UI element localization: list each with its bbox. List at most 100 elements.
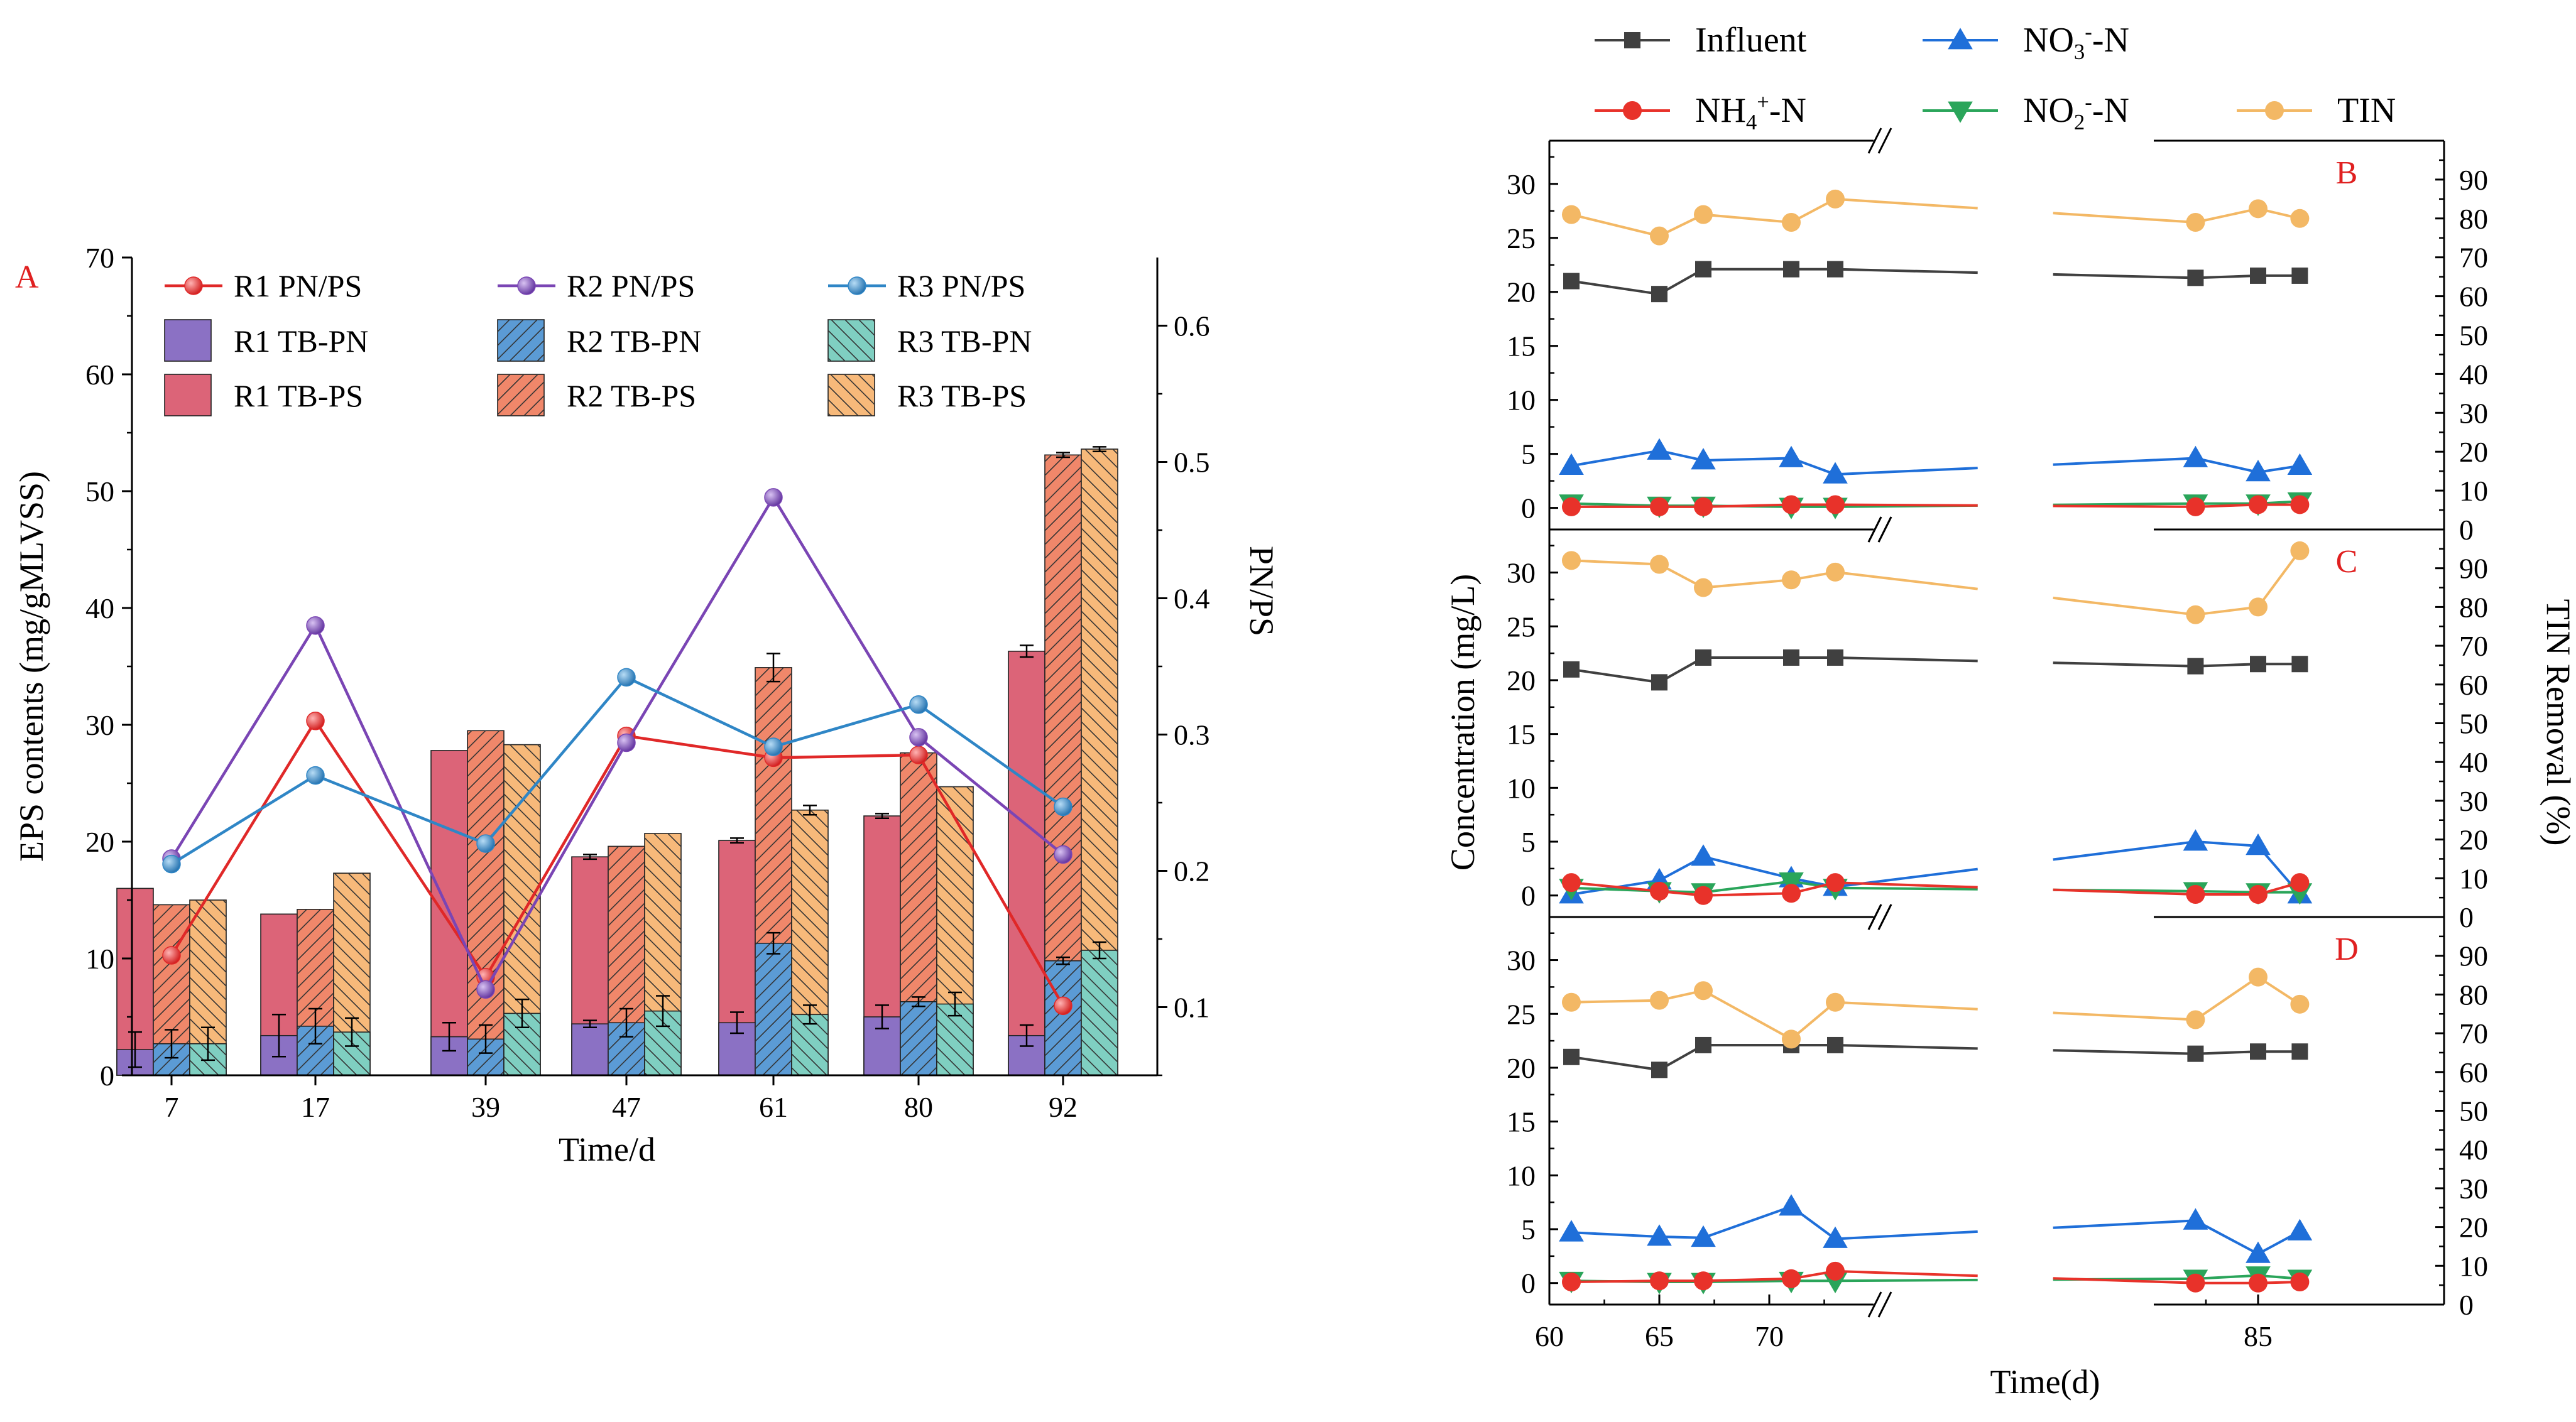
a-legend-hatch: [498, 374, 544, 416]
point-tin: [2186, 212, 2205, 232]
point-r3-pn-ps: [764, 737, 783, 756]
a-axes: 0 10 20 30 40 50 60 70 0.1 0.2 0.3 0.4 0.5 0.6 7 17 39 47…: [13, 242, 1280, 1168]
r-y2-tick-label: 90: [2459, 553, 2488, 585]
point-influent: [1651, 1061, 1667, 1078]
panel-c: 0 5 10 15 20 25 30 0 10 20 30 40 50 60 70 80 90 C: [1507, 516, 2488, 933]
a-y2-tick-label: 0.1: [1174, 992, 1210, 1024]
point-tin: [1694, 981, 1713, 1001]
a-legend-label: R3 TB-PN: [897, 323, 1032, 359]
line-influent-bridge: [1835, 268, 1978, 274]
line-tin-bridge: [2053, 212, 2196, 224]
r-y2-tick-label: 90: [2459, 164, 2488, 196]
point-r3-pn-ps: [476, 834, 495, 853]
point-r1-pn-ps: [306, 712, 325, 730]
point-nh4: [2186, 1273, 2205, 1293]
r-plots: 0510152025300102030405060708090B05101520…: [1444, 128, 2576, 1401]
point-tin: [1650, 991, 1669, 1010]
a-legend-label: R2 PN/PS: [567, 268, 695, 303]
r-legend-marker: [2265, 101, 2284, 120]
r-y2-tick-label: 50: [2459, 708, 2488, 740]
r-y-tick-label: 10: [1507, 772, 1536, 804]
point-nh4: [1562, 497, 1581, 516]
bar-hatch-r2-tb-pn: [755, 943, 792, 1075]
r-y2-tick-label: 30: [2459, 1173, 2488, 1205]
r-legend-label: NO3--N: [2023, 19, 2129, 64]
r-y-tick-label: 5: [1521, 826, 1536, 858]
line-no3-bridge: [1835, 1230, 1978, 1240]
r-y-tick-label: 25: [1507, 222, 1536, 254]
a-y2-tick-label: 0.6: [1174, 310, 1210, 342]
line-tin-bridge: [2053, 596, 2196, 616]
a-legend-hatch: [498, 320, 544, 361]
a-y-tick-label: 60: [85, 359, 114, 391]
r-y2-tick-label: 10: [2459, 475, 2488, 507]
point-influent: [2291, 267, 2308, 284]
line-no2-bridge: [1835, 1278, 1978, 1283]
point-no3: [1691, 844, 1716, 866]
line-influent-bridge: [1835, 1044, 1978, 1050]
point-influent: [1651, 674, 1667, 691]
r-y2-tick-label: 20: [2459, 824, 2488, 856]
r-y-tick-label: 5: [1521, 1213, 1536, 1246]
axis-break-mark: [1867, 904, 1882, 930]
point-influent: [2250, 1043, 2266, 1060]
point-tin: [2290, 541, 2310, 560]
line-no3: [2195, 457, 2300, 474]
r-legend-label: Influent: [1695, 21, 1807, 60]
r-y-tick-label: 15: [1507, 330, 1536, 362]
a-legend-hatch: [828, 374, 875, 416]
axis-break-mark: [1877, 904, 1892, 930]
point-no3: [2287, 453, 2313, 475]
point-tin: [1826, 992, 1845, 1012]
r-x-axis-title: Time(d): [1990, 1363, 2100, 1401]
r-y-tick-label: 5: [1521, 438, 1536, 470]
point-influent: [1695, 261, 1711, 278]
bar-r1-tb-ps: [1008, 651, 1045, 1076]
r-y2-tick-label: 30: [2459, 397, 2488, 429]
line-tin-bridge: [2053, 1011, 2196, 1021]
point-nh4: [1826, 495, 1845, 514]
panel-b: 0 5 10 15 20 25 30 0 10 20 30 40 50 60 70 80 90 B: [1507, 128, 2488, 546]
point-nh4: [1562, 873, 1581, 893]
point-tin: [2186, 605, 2205, 624]
point-r3-pn-ps: [162, 854, 181, 874]
line-tin: [2195, 975, 2301, 1021]
r-y2-tick-label: 60: [2459, 1056, 2488, 1088]
point-influent: [1563, 273, 1580, 290]
line-nh4-bridge: [2053, 888, 2196, 896]
point-no3: [1779, 1194, 1804, 1216]
line-nh4: [2195, 1281, 2300, 1284]
point-tin: [1694, 578, 1713, 597]
line-no2: [2195, 500, 2300, 505]
a-y-tick-label: 70: [85, 242, 114, 274]
r-y2-tick-label: 0: [2459, 901, 2474, 933]
point-tin: [1562, 205, 1581, 224]
r-y2-axis-title: TIN Removal (%): [2540, 599, 2576, 846]
r-y-tick-label: 15: [1507, 1106, 1536, 1138]
a-legend-marker: [184, 276, 203, 295]
line-nh4-bridge: [2053, 1277, 2196, 1284]
point-nh4: [1782, 1269, 1801, 1288]
point-nh4: [2249, 885, 2268, 904]
r-y2-tick-label: 0: [2459, 1289, 2474, 1321]
a-y-tick-label: 50: [85, 475, 114, 507]
point-influent: [2291, 656, 2308, 673]
point-tin: [2186, 1010, 2205, 1029]
point-tin: [1782, 212, 1801, 232]
panel-label: C: [2336, 544, 2358, 580]
a-legend-swatch: [164, 319, 212, 362]
r-x-tick-label: 65: [1645, 1320, 1674, 1352]
a-x-tick-label: 7: [165, 1091, 179, 1123]
r-y2-tick-label: 50: [2459, 1095, 2488, 1127]
line-no2-bridge: [2053, 502, 2196, 506]
r-y-tick-label: 15: [1507, 719, 1536, 751]
r-y-tick-label: 10: [1507, 1159, 1536, 1191]
panel-bcd: Influent NO3--N NH4+-N NO2--N TIN 0 5 10 15 20 25…: [1444, 19, 2576, 1401]
r-y2-tick-label: 40: [2459, 746, 2488, 778]
bar-hatch-r3-tb-pn: [1081, 950, 1118, 1075]
point-nh4: [1694, 497, 1713, 516]
a-bars: [116, 448, 1118, 1076]
r-y2-tick-label: 40: [2459, 358, 2488, 390]
a-y-tick-label: 20: [85, 826, 114, 858]
r-y-tick-label: 25: [1507, 611, 1536, 643]
